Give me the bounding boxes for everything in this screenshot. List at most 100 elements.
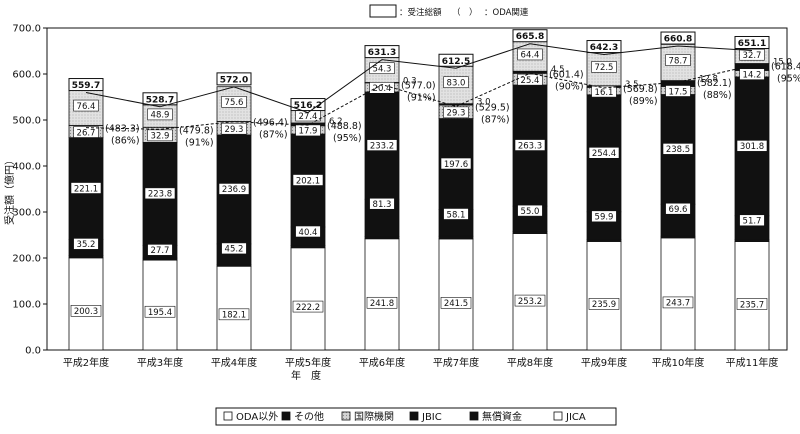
data-label-box — [739, 214, 765, 227]
data-label-other: 12.8 — [699, 75, 718, 85]
data-label-box — [440, 297, 472, 309]
legend-label: ODA以外 — [236, 411, 278, 423]
data-label-box — [221, 122, 247, 135]
total-label: 612.5 — [442, 57, 470, 67]
legend-swatch — [341, 411, 351, 421]
data-label: 27.4 — [299, 112, 318, 122]
data-label: 301.8 — [740, 142, 764, 152]
total-label-box — [290, 98, 326, 112]
x-tick-label: 平成9年度 — [581, 356, 627, 369]
data-label-box — [739, 48, 765, 61]
y-tick-label: 100.0 — [12, 300, 41, 311]
data-label-box — [736, 140, 768, 152]
data-label: 75.6 — [225, 98, 244, 108]
data-label-box — [147, 129, 173, 142]
oda-legend-label: ：ODA関連 — [484, 7, 529, 18]
total-label: 572.0 — [220, 75, 248, 85]
data-label-box — [517, 204, 543, 217]
data-label-box — [218, 308, 250, 321]
data-label: 27.7 — [151, 246, 170, 256]
data-label: 182.1 — [222, 311, 246, 321]
oda-percent-label: (88%) — [703, 90, 732, 101]
oda-percent-label: (90%) — [555, 81, 584, 92]
data-label: 72.5 — [595, 63, 614, 73]
data-label-box — [665, 54, 691, 66]
data-label: 253.2 — [518, 297, 542, 307]
oda-percent-label: (87%) — [481, 114, 510, 125]
oda-value-label: (496.4) — [253, 118, 288, 129]
oda-value-label: (577.0) — [401, 81, 436, 92]
data-label-box — [517, 48, 543, 61]
oda-percent-label: (89%) — [629, 96, 658, 107]
data-label: 202.1 — [296, 176, 320, 186]
y-tick-label: 500.0 — [12, 116, 41, 127]
x-tick-label: 平成11年度 — [726, 356, 779, 369]
oda-value-label: (488.8) — [327, 121, 362, 132]
data-label-box — [369, 81, 395, 94]
x-axis-title: 年 度 — [291, 369, 321, 382]
total-label-box — [660, 31, 696, 45]
bar-segment — [364, 238, 400, 351]
x-tick-label: 平成4年度 — [211, 356, 257, 369]
data-label-box — [70, 182, 102, 194]
x-tick-label: 平成5年度 — [285, 356, 331, 369]
total-label-box — [68, 78, 104, 92]
data-label-box — [292, 174, 324, 186]
data-label: 243.7 — [666, 299, 690, 309]
total-label: 642.3 — [590, 43, 618, 53]
total-label: 516.2 — [294, 101, 322, 111]
data-label: 25.4 — [521, 76, 540, 86]
total-label-box — [512, 29, 548, 43]
plot-area: 0.0 100.0 200.0 300.0 400.0 500.0 600.0 700.0 20… — [12, 24, 800, 370]
bar-segment — [68, 257, 104, 351]
data-label: 54.3 — [373, 65, 392, 75]
legend-swatch — [281, 411, 291, 421]
data-label-box — [662, 296, 694, 309]
oda-percent-label: (91%) — [185, 137, 214, 148]
data-label-box — [147, 108, 173, 121]
data-label: 235.9 — [592, 300, 616, 310]
total-label-box — [734, 35, 770, 49]
data-label: 45.2 — [225, 245, 244, 255]
x-tick-label: 平成10年度 — [652, 356, 705, 369]
data-label-box — [588, 147, 620, 159]
x-tick-label: 平成7年度 — [433, 356, 479, 369]
data-label-box — [73, 126, 99, 138]
oda-percent-label: (91%) — [407, 93, 436, 104]
data-label-box — [443, 106, 469, 119]
data-label: 200.3 — [74, 307, 98, 317]
data-label: 32.9 — [151, 132, 170, 142]
bar-segment — [734, 241, 770, 351]
bar-segment — [660, 237, 696, 351]
y-axis-title: 受注額（億円） — [3, 155, 16, 225]
legend-swatch — [223, 411, 233, 421]
data-label-other: 15.0 — [773, 58, 792, 68]
data-label: 14.2 — [743, 70, 762, 80]
data-label: 48.9 — [151, 111, 170, 121]
total-label-box — [586, 40, 622, 54]
data-label-box — [369, 197, 395, 210]
data-label-other: 3.0 — [477, 98, 491, 108]
data-label-other: 6.2 — [329, 117, 343, 127]
bar-segment — [512, 233, 548, 351]
bar-segment — [586, 241, 622, 351]
oda-percent-label: (95%) — [777, 74, 800, 85]
data-label-box — [144, 187, 176, 200]
legend-swatch — [409, 411, 419, 421]
oda-value-label: (601.4) — [549, 69, 584, 80]
bar-segment — [216, 265, 252, 351]
data-label: 26.7 — [77, 128, 96, 138]
total-legend-box — [369, 4, 397, 18]
oda-value-label: (569.8) — [623, 84, 658, 95]
legend-label: JBIC — [421, 412, 442, 423]
total-label: 528.7 — [146, 95, 174, 105]
data-label-box — [73, 99, 99, 112]
total-line — [85, 43, 753, 114]
x-tick-label: 平成3年度 — [137, 356, 183, 369]
data-label: 40.4 — [299, 228, 318, 238]
y-tick-label: 300.0 — [12, 208, 41, 219]
data-label-box — [221, 242, 247, 255]
data-label: 59.9 — [595, 213, 614, 223]
data-label-box — [739, 68, 765, 80]
